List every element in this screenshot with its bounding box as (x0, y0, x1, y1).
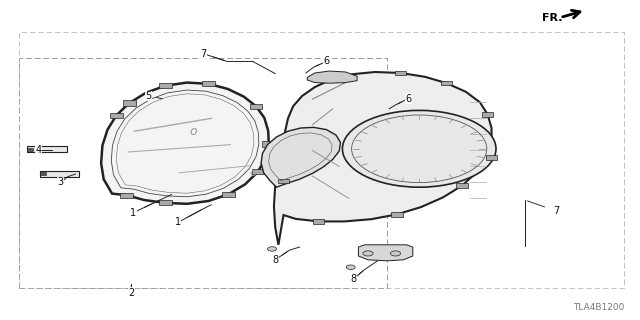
Bar (202, 81, 215, 86)
Bar (110, 113, 123, 118)
Polygon shape (358, 245, 413, 261)
Bar (19, 58, 387, 288)
Bar (222, 192, 235, 197)
Text: 8: 8 (272, 255, 278, 265)
Text: o: o (189, 125, 197, 138)
Bar (159, 200, 172, 205)
Polygon shape (307, 71, 357, 83)
Bar (441, 81, 452, 85)
Text: 5: 5 (145, 91, 152, 101)
Polygon shape (101, 83, 269, 204)
Bar (19, 32, 624, 288)
Circle shape (346, 265, 355, 269)
Polygon shape (274, 72, 492, 245)
Text: TLA4B1200: TLA4B1200 (573, 303, 624, 312)
Text: 7: 7 (554, 206, 560, 216)
Bar (395, 71, 406, 75)
Text: 4: 4 (35, 145, 42, 156)
Text: 8: 8 (350, 274, 356, 284)
Text: 7: 7 (200, 49, 207, 59)
Bar (40, 172, 46, 175)
Bar (313, 219, 324, 224)
Bar (250, 104, 262, 109)
Text: 1: 1 (130, 208, 136, 218)
Circle shape (390, 251, 401, 256)
Polygon shape (261, 127, 340, 187)
Bar (159, 83, 172, 88)
Text: FR.: FR. (542, 12, 563, 23)
Circle shape (363, 251, 373, 256)
Text: 6: 6 (405, 93, 412, 104)
Bar (27, 148, 33, 151)
Bar (486, 155, 497, 160)
Circle shape (268, 247, 276, 251)
Bar (40, 171, 79, 177)
Bar (27, 146, 67, 152)
Text: 6: 6 (323, 56, 330, 67)
Bar (120, 193, 133, 198)
Circle shape (342, 110, 496, 187)
Text: 2: 2 (128, 288, 134, 298)
Text: 1: 1 (175, 217, 181, 228)
Text: 3: 3 (58, 177, 64, 188)
Bar (123, 100, 136, 106)
Bar (252, 169, 264, 174)
Bar (262, 141, 275, 147)
Bar (456, 183, 468, 188)
Bar (391, 212, 403, 217)
Bar (326, 77, 337, 82)
Bar (482, 112, 493, 117)
Text: o: o (250, 168, 256, 178)
Bar (278, 179, 289, 183)
